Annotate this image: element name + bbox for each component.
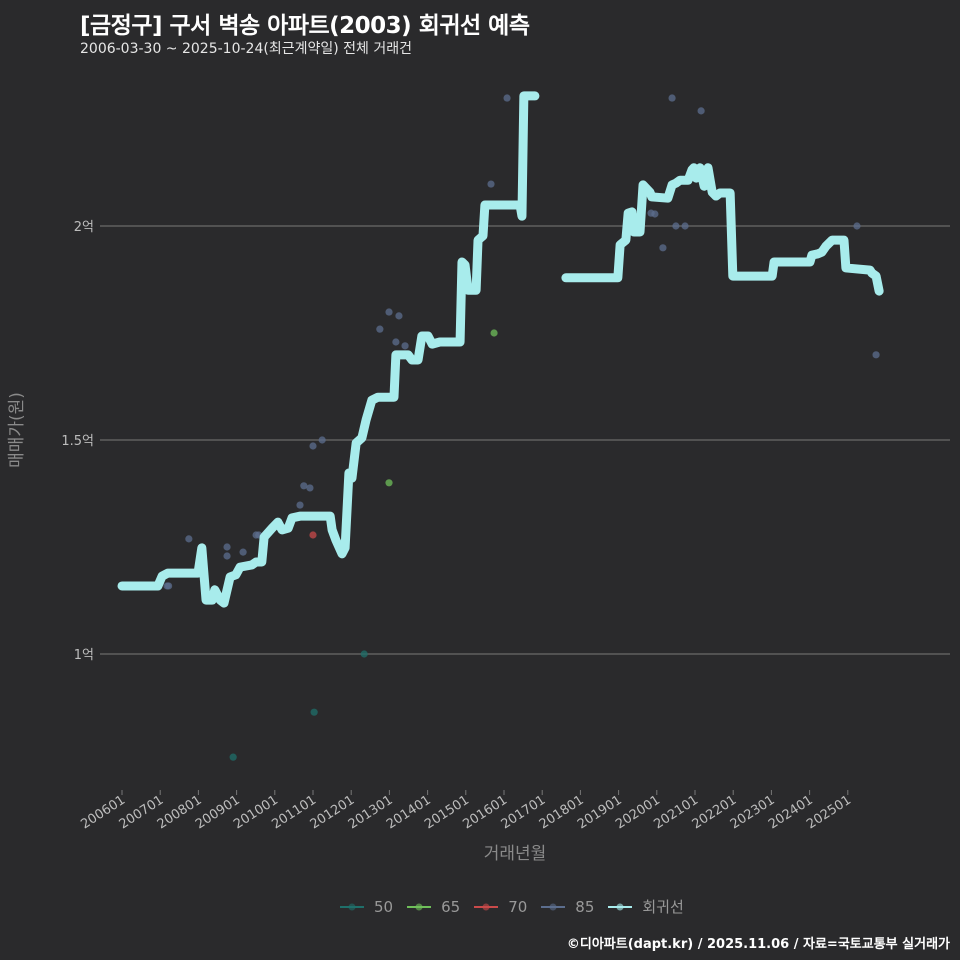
footer-credit: ©디아파트(dapt.kr) / 2025.11.06 / 자료=국토교통부 실… bbox=[566, 937, 950, 952]
data-point-85 bbox=[385, 308, 393, 316]
data-point-50 bbox=[360, 650, 368, 658]
y-axis-title: 매매가(원) bbox=[7, 392, 27, 468]
x-axis-title: 거래년월 bbox=[484, 844, 547, 864]
data-point-85 bbox=[300, 482, 308, 490]
legend-item-65: 65 bbox=[407, 898, 460, 916]
data-point-85 bbox=[239, 548, 247, 556]
data-point-85 bbox=[296, 501, 304, 509]
legend-item-회귀선: 회귀선 bbox=[608, 896, 684, 917]
legend-key-icon bbox=[541, 903, 566, 910]
data-point-85 bbox=[392, 338, 400, 346]
data-point-85 bbox=[853, 222, 861, 230]
chart-title: [금정구] 구서 벽송 아파트(2003) 회귀선 예측 bbox=[80, 13, 530, 39]
legend-key-icon bbox=[340, 903, 364, 910]
data-point-85 bbox=[401, 342, 409, 350]
legend: 50 65 70 85 회귀선 bbox=[340, 896, 684, 917]
legend-key-icon bbox=[407, 903, 432, 910]
legend-item-85: 85 bbox=[541, 898, 594, 916]
legend-key-icon bbox=[474, 903, 499, 910]
data-point-85 bbox=[376, 325, 384, 333]
data-point-85 bbox=[503, 94, 511, 102]
legend-label: 70 bbox=[508, 897, 528, 916]
legend-label: 회귀선 bbox=[642, 898, 684, 916]
data-point-85 bbox=[395, 312, 403, 320]
data-point-85 bbox=[165, 582, 173, 590]
y-tick-label: 1.5억 bbox=[61, 434, 94, 449]
data-point-65 bbox=[385, 479, 393, 487]
chart-subtitle: 2006-03-30 ~ 2025-10-24(최근계약일) 전체 거래건 bbox=[80, 41, 412, 57]
data-point-50 bbox=[310, 708, 318, 716]
data-point-85 bbox=[651, 210, 659, 218]
data-point-65 bbox=[490, 329, 498, 337]
data-point-85 bbox=[306, 484, 314, 492]
data-point-85 bbox=[309, 442, 317, 450]
data-point-85 bbox=[668, 94, 676, 102]
data-point-85 bbox=[672, 222, 680, 230]
x-tick-label: 202501 bbox=[804, 793, 854, 833]
legend-item-70: 70 bbox=[474, 898, 527, 916]
y-tick-label: 1억 bbox=[74, 648, 94, 663]
y-tick-label: 2억 bbox=[74, 220, 94, 235]
regression-line bbox=[561, 163, 884, 296]
legend-label: 65 bbox=[441, 897, 461, 916]
legend-item-50: 50 bbox=[340, 898, 393, 916]
data-point-85 bbox=[697, 107, 705, 115]
data-point-85 bbox=[223, 543, 231, 551]
data-point-85 bbox=[185, 535, 193, 543]
legend-label: 85 bbox=[575, 897, 595, 916]
data-point-85 bbox=[659, 244, 667, 252]
data-point-85 bbox=[872, 351, 880, 359]
data-point-50 bbox=[229, 753, 237, 761]
legend-key-icon bbox=[608, 903, 633, 910]
data-point-85 bbox=[487, 180, 495, 188]
legend-label: 50 bbox=[374, 897, 394, 916]
data-point-70 bbox=[309, 531, 317, 539]
data-point-85 bbox=[318, 436, 326, 444]
data-point-85 bbox=[681, 222, 689, 230]
data-point-85 bbox=[223, 552, 231, 560]
regression-line bbox=[117, 91, 540, 608]
